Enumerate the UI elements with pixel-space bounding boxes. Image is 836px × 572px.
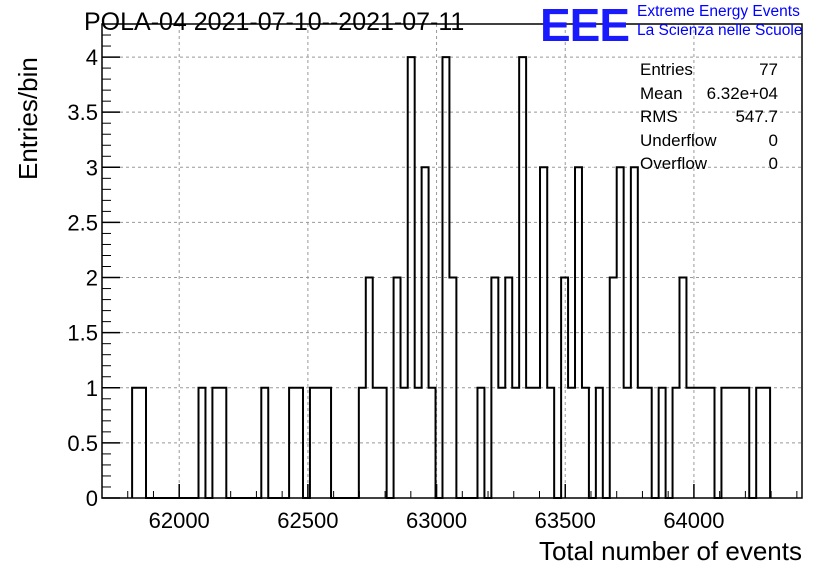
logo-line-2: La Scienza nelle Scuole — [637, 22, 803, 39]
y-axis-label: Entries/bin — [13, 57, 43, 180]
logo-line-1: Extreme Energy Events — [637, 3, 800, 20]
stats-value: 547.7 — [735, 107, 778, 126]
x-tick-label: 64000 — [663, 508, 724, 533]
x-tick-label: 62000 — [149, 508, 210, 533]
plot-frame — [101, 23, 803, 499]
x-axis-label: Total number of events — [538, 536, 802, 566]
y-tick-label: 1.5 — [67, 321, 98, 346]
stats-row: RMS 547.7 — [640, 105, 778, 129]
axes: 0 0.5 1 1.5 2 2.5 3 3.5 4 62000 62500 63000 63500 640… — [67, 34, 798, 533]
y-tick-label: 2 — [86, 266, 98, 291]
y-tick-label: 3 — [86, 155, 98, 180]
stats-row: Underflow 0 — [640, 129, 778, 153]
stats-value: 0 — [768, 154, 778, 173]
stats-value: 6.32e+04 — [706, 83, 778, 103]
x-tick-label: 62500 — [277, 508, 338, 533]
stats-row: Mean 6.32e+04 — [640, 82, 778, 106]
x-tick-label: 63500 — [535, 508, 596, 533]
stats-label: RMS — [640, 107, 678, 126]
y-tick-label: 0.5 — [67, 431, 98, 456]
stats-value: 0 — [768, 130, 778, 150]
y-tick-label: 2.5 — [67, 210, 98, 235]
stats-label: Overflow — [640, 154, 708, 173]
y-tick-label: 4 — [86, 45, 98, 70]
x-tick-label: 63000 — [406, 508, 467, 533]
stats-row: Entries 77 — [640, 58, 778, 82]
stats-box: Entries 77 Mean 6.32e+04 RMS 547.7 Underflow 0 O… — [640, 58, 778, 176]
y-tick-label: 3.5 — [67, 100, 98, 125]
stats-row: Overflow 0 — [640, 152, 778, 176]
stats-label: Underflow — [640, 130, 717, 150]
logo-caption: Extreme Energy Events La Scienza nelle S… — [637, 2, 802, 40]
y-tick-label: 0 — [86, 486, 98, 511]
y-tick-label: 1 — [86, 376, 98, 401]
stats-label: Entries — [640, 60, 693, 79]
stats-value: 77 — [759, 60, 778, 79]
stats-label: Mean — [640, 83, 683, 103]
chart-title: POLA-04 2021-07-10--2021-07-11 — [84, 8, 465, 36]
eee-logo: EEE — [540, 0, 630, 51]
